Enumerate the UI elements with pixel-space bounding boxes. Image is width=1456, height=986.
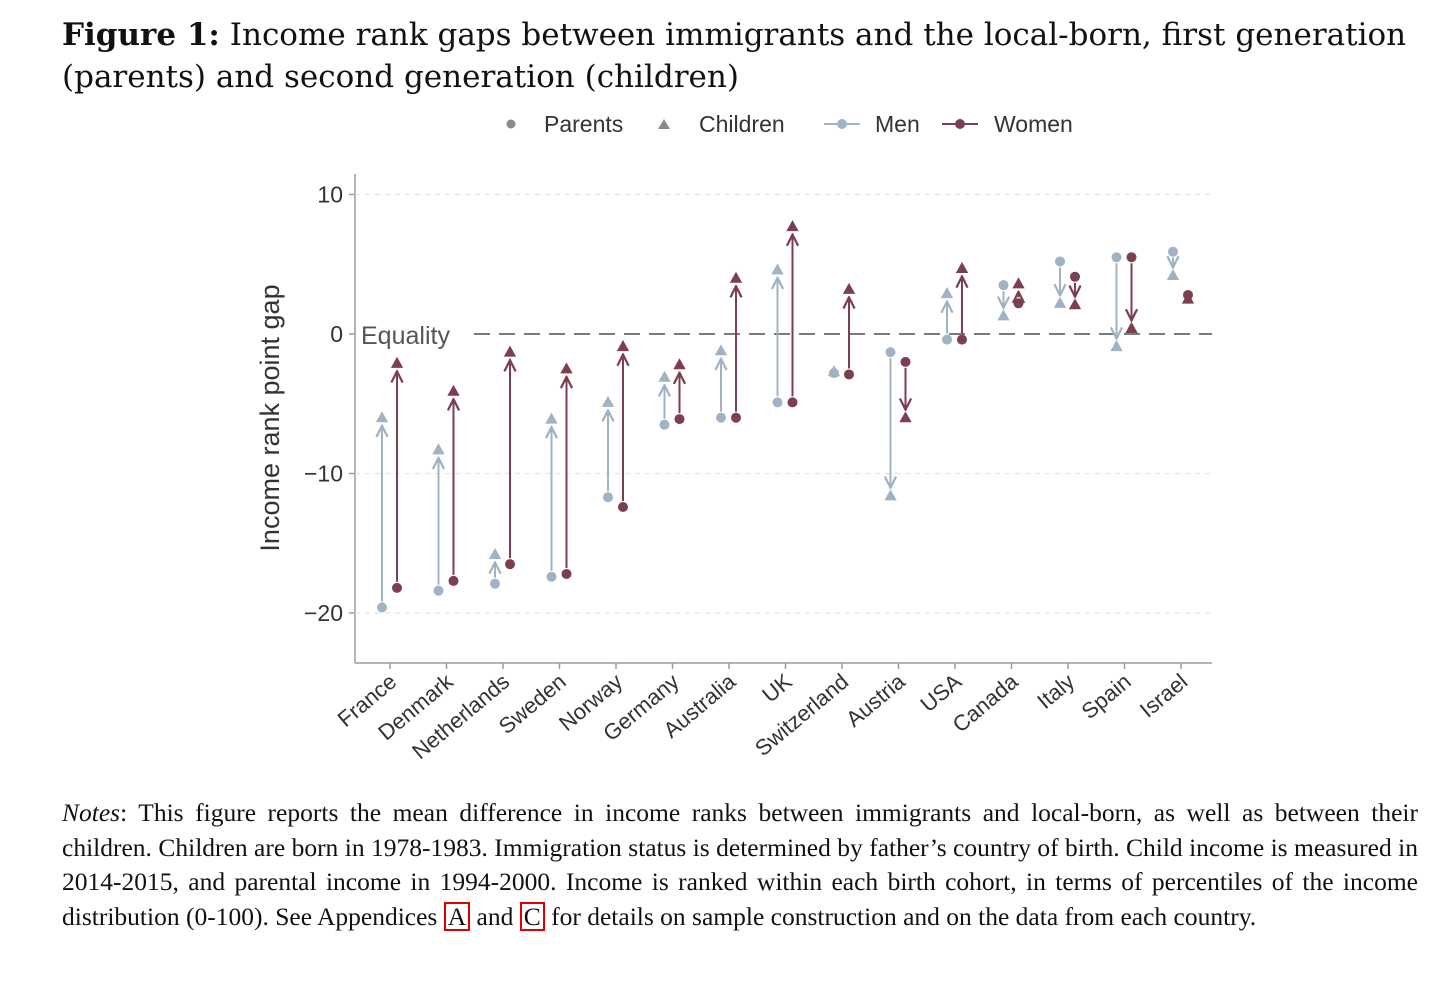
point-children-men-italy (1053, 296, 1067, 308)
y-tick-label: −20 (304, 600, 343, 626)
appendix-a-link[interactable]: A (443, 901, 471, 931)
equality-label: Equality (361, 322, 450, 350)
point-children-women-australia (729, 271, 743, 283)
appendix-c-link[interactable]: C (519, 901, 545, 931)
point-children-women-italy (1068, 298, 1082, 310)
point-parents-men-germany (659, 419, 670, 430)
legend-women-label: Women (994, 111, 1073, 137)
grid-layer (355, 193, 1212, 614)
legend-parents-marker (506, 119, 516, 129)
point-parents-women-germany (674, 414, 685, 425)
point-parents-men-uk (772, 397, 783, 408)
x-tick-label-austria: Austria (841, 668, 910, 732)
figure-caption: Figure 1: Income rank gaps between immig… (62, 14, 1418, 98)
point-parents-women-usa (957, 334, 967, 345)
y-axis-label: Income rank point gap (255, 284, 285, 551)
point-parents-men-italy (1055, 256, 1065, 267)
x-tick-label-israel: Israel (1135, 669, 1192, 723)
x-tick-label-canada: Canada (948, 668, 1024, 737)
point-children-men-israel (1166, 268, 1180, 280)
point-children-men-spain (1110, 340, 1123, 352)
y-tick-label: −10 (304, 461, 343, 487)
legend-parents-label: Parents (544, 111, 623, 137)
point-children-men-switzerland (827, 365, 841, 377)
point-children-men-france (375, 411, 389, 423)
figure-notes: Notes: This figure reports the mean diff… (62, 796, 1418, 934)
point-parents-women-norway (618, 501, 628, 512)
point-children-women-germany (673, 358, 686, 370)
point-children-women-france (390, 356, 404, 368)
point-parents-men-canada (998, 280, 1009, 291)
point-children-women-usa (955, 261, 969, 273)
point-children-men-norway (601, 395, 615, 407)
y-tick-label: 10 (317, 182, 343, 208)
y-tick-label: 0 (330, 321, 343, 347)
point-parents-women-canada (1013, 298, 1024, 309)
notes-text-1: : This figure reports the mean differenc… (62, 798, 1418, 931)
legend-children-marker (658, 119, 670, 129)
point-children-men-austria (884, 489, 897, 501)
point-children-men-sweden (545, 412, 558, 424)
point-children-men-canada (997, 309, 1010, 321)
point-parents-men-france (377, 602, 387, 613)
x-ticks: FranceDenmarkNetherlandsSwedenNorwayGerm… (333, 663, 1192, 764)
figure-label: Figure 1: (62, 17, 220, 53)
notes-and: and (470, 901, 520, 931)
point-children-women-israel (1181, 292, 1195, 304)
point-children-men-uk (771, 263, 784, 275)
point-parents-women-austria (900, 356, 911, 367)
point-parents-women-italy (1070, 271, 1080, 282)
point-parents-men-netherlands (490, 578, 500, 589)
point-children-women-canada (1012, 277, 1025, 289)
point-parents-women-spain (1126, 252, 1137, 263)
legend: Parents Children Men Women (506, 111, 1073, 137)
point-parents-men-denmark (433, 585, 444, 596)
point-parents-women-denmark (448, 575, 459, 586)
x-tick-label-spain: Spain (1077, 669, 1136, 724)
chart: Parents Children Men Women Income rank p… (255, 111, 1212, 764)
point-children-men-denmark (432, 443, 445, 455)
point-parents-men-australia (716, 412, 726, 423)
point-children-men-australia (714, 344, 728, 356)
point-children-women-spain (1125, 321, 1138, 333)
data-marks (375, 220, 1195, 613)
legend-children-label: Children (699, 111, 785, 137)
point-parents-men-norway (603, 492, 613, 503)
legend-men-label: Men (875, 111, 920, 137)
point-children-women-denmark (447, 384, 460, 396)
point-parents-women-australia (731, 412, 741, 423)
point-children-men-netherlands (488, 547, 502, 559)
notes-text-2: for details on sample construction and o… (544, 901, 1257, 931)
point-children-men-usa (940, 287, 954, 299)
point-parents-women-france (392, 582, 402, 593)
x-tick-label-italy: Italy (1032, 669, 1079, 714)
point-children-women-netherlands (503, 345, 517, 357)
point-children-women-uk (786, 220, 799, 232)
legend-women-marker (955, 119, 965, 129)
y-ticks: 10 0 −10 −20 (304, 182, 355, 626)
equality-reference: Equality (361, 322, 1212, 350)
point-parents-men-sweden (546, 571, 557, 582)
point-parents-women-netherlands (505, 559, 515, 570)
point-children-women-austria (899, 411, 912, 423)
point-parents-men-austria (885, 347, 896, 358)
point-children-women-norway (616, 340, 630, 352)
x-tick-label-uk: UK (757, 668, 797, 707)
figure-title: Income rank gaps between immigrants and … (62, 17, 1407, 95)
point-children-women-switzerland (842, 282, 856, 294)
point-parents-men-usa (942, 334, 952, 345)
point-children-men-germany (658, 370, 671, 382)
legend-men-marker (837, 119, 847, 129)
point-parents-men-spain (1111, 252, 1122, 263)
point-parents-women-sweden (561, 568, 572, 579)
notes-label: Notes (62, 798, 121, 827)
point-children-women-sweden (560, 362, 573, 374)
point-parents-women-uk (787, 397, 798, 408)
point-parents-men-israel (1168, 246, 1178, 257)
point-parents-women-switzerland (844, 369, 854, 380)
